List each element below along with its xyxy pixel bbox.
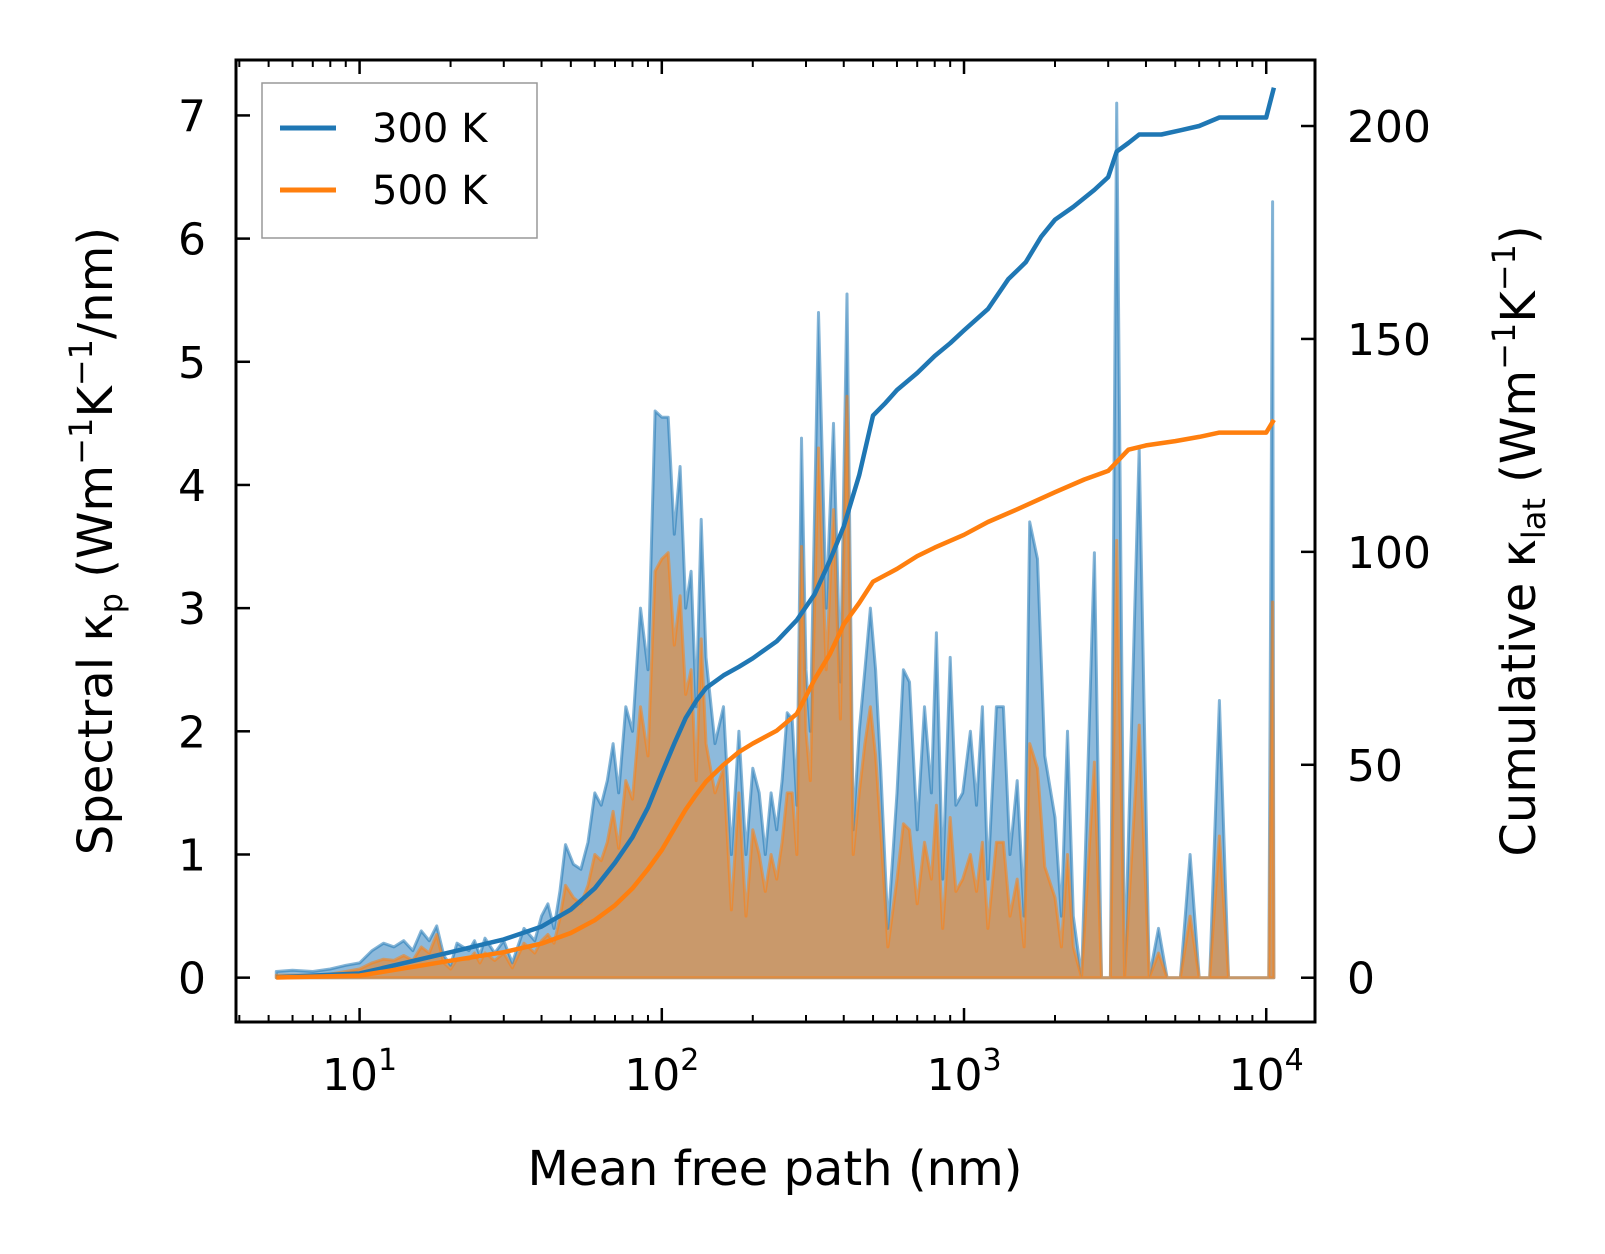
y-right-tick-label: 200 — [1347, 102, 1431, 153]
y-right-label-sup2: −1 — [1485, 244, 1523, 291]
y-right-tick-label: 0 — [1347, 954, 1375, 1005]
x-tick-label: 104 — [1229, 1043, 1304, 1101]
y-left-tick-label: 1 — [178, 830, 206, 881]
y-right-label-unit-close: ) — [1491, 225, 1547, 244]
y-right-tick-label: 50 — [1347, 741, 1403, 792]
legend: 300 K 500 K — [261, 82, 538, 239]
y-left-label-sup1: −1 — [62, 418, 100, 465]
cumulative-line-300k — [276, 87, 1277, 980]
y-right-tick-label: 150 — [1347, 315, 1431, 366]
y-right-label-mid: K — [1491, 290, 1547, 323]
y-right-label-sub: lat — [1515, 498, 1553, 539]
axis-ticks: 101 102 103 104 0 1 2 3 4 5 6 7 0 50 100 150 200 — [178, 60, 1431, 1101]
x-tick-label: 101 — [322, 1043, 397, 1101]
y-right-tick-label: 100 — [1347, 528, 1431, 579]
y-left-tick-label: 7 — [178, 91, 206, 142]
y-left-label-main: Spectral κ — [68, 613, 124, 855]
y-left-tick-label: 3 — [178, 584, 206, 635]
y-left-label-sup2: −1 — [62, 339, 100, 386]
cumulative-line-layer — [276, 87, 1277, 980]
y-left-label-sub: p — [92, 593, 130, 613]
x-axis-title: Mean free path (nm) — [528, 1141, 1023, 1197]
y-left-label-unit-close: /nm) — [68, 227, 124, 339]
y-right-label-sup1: −1 — [1485, 323, 1523, 370]
y-left-label-unit-open: (Wm — [68, 465, 124, 593]
x-tick-label: 103 — [926, 1043, 1001, 1101]
legend-label-300k: 300 K — [372, 106, 489, 152]
y-left-tick-label: 0 — [178, 954, 206, 1005]
plot-frame — [234, 58, 1317, 1024]
y-left-tick-label: 5 — [178, 338, 206, 389]
cumulative-line-500k — [276, 418, 1276, 980]
y-axis-title-left: Spectral κp (Wm−1K−1/nm) — [62, 227, 130, 855]
y-left-tick-label: 6 — [178, 215, 206, 266]
y-left-tick-label: 2 — [178, 707, 206, 758]
y-left-label-mid: K — [68, 385, 124, 418]
y-right-label-main: Cumulative κ — [1491, 539, 1547, 857]
legend-label-500k: 500 K — [372, 168, 489, 214]
spectral-area-500k — [274, 394, 1276, 980]
legend-box — [261, 82, 538, 239]
x-tick-label: 102 — [624, 1043, 699, 1101]
y-left-tick-label: 4 — [178, 461, 206, 512]
spectral-area-300k — [274, 101, 1276, 980]
y-right-label-unit-open: (Wm — [1491, 370, 1547, 498]
y-axis-title-right: Cumulative κlat (Wm−1K−1) — [1485, 225, 1553, 856]
